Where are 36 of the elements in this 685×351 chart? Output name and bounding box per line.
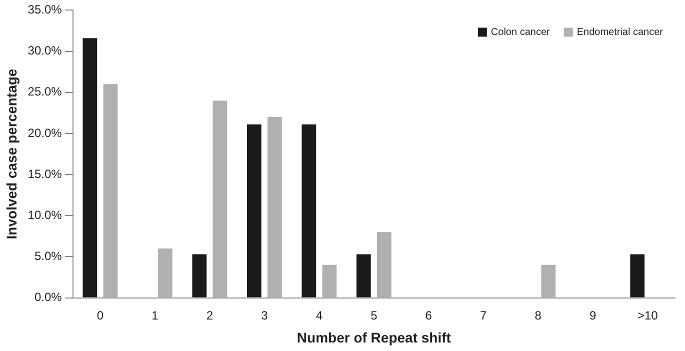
x-tick-label: 2 xyxy=(206,308,214,322)
x-tick-label: 5 xyxy=(370,308,378,322)
y-tick-label: 35.0% xyxy=(28,2,62,17)
bar xyxy=(356,254,371,298)
bar xyxy=(302,124,316,298)
bar xyxy=(158,248,172,298)
x-tick-label: 1 xyxy=(152,308,159,322)
legend-label: Colon cancer xyxy=(490,26,551,38)
bar xyxy=(192,254,207,298)
y-tick-label: 15.0% xyxy=(28,166,62,181)
bar xyxy=(212,100,228,298)
x-tick-label: 6 xyxy=(425,308,432,322)
x-tick-label: 0 xyxy=(96,308,104,322)
legend-label: Endometrial cancer xyxy=(576,26,664,38)
bar xyxy=(82,38,98,298)
bar xyxy=(541,264,556,298)
bar xyxy=(630,254,645,298)
bar xyxy=(322,264,337,298)
x-tick-label: 9 xyxy=(590,308,597,322)
y-tick-label: 30.0% xyxy=(28,44,62,58)
y-tick-label: 20.0% xyxy=(28,126,62,140)
bar xyxy=(376,232,392,298)
x-tick-label: 8 xyxy=(534,308,542,322)
y-tick-label: 25.0% xyxy=(28,84,62,99)
y-axis-title: Involved case percentage xyxy=(3,68,20,240)
x-tick-label: 3 xyxy=(261,308,268,322)
bar xyxy=(103,84,118,298)
bar xyxy=(246,124,262,298)
x-tick-label: 4 xyxy=(316,308,323,322)
y-tick-label: 0.0% xyxy=(34,290,62,304)
x-tick-label: 7 xyxy=(480,308,488,322)
x-tick-label: >10 xyxy=(637,308,658,322)
bar xyxy=(268,117,282,298)
y-tick-label: 10.0% xyxy=(28,208,62,222)
y-tick-label: 5.0% xyxy=(34,249,62,264)
x-axis-title: Number of Repeat shift xyxy=(296,329,452,346)
